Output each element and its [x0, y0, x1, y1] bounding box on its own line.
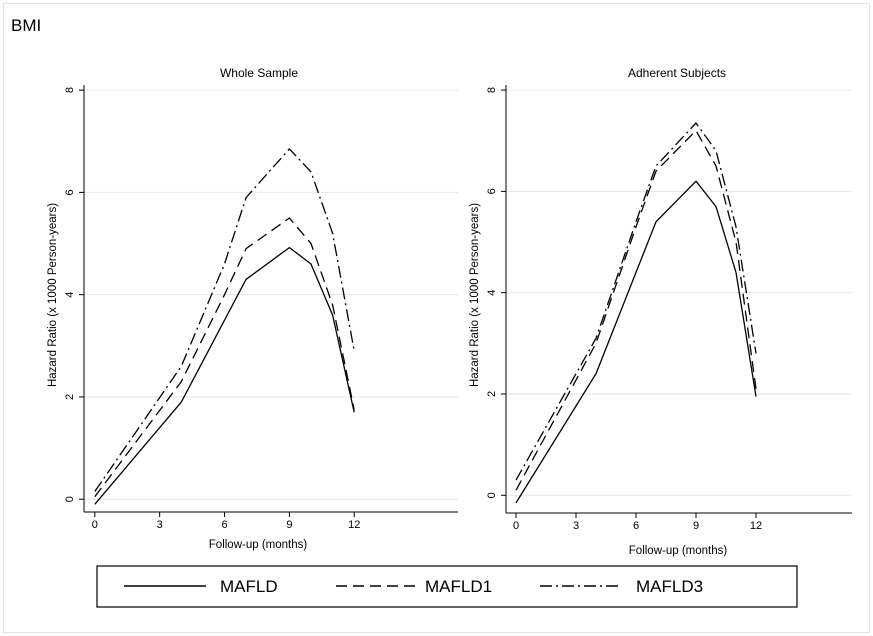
- x-tick-label: 6: [221, 519, 227, 531]
- x-tick-label: 3: [157, 519, 163, 531]
- axes: [505, 85, 852, 514]
- panel-title: Adherent Subjects: [628, 66, 726, 80]
- x-tick-label: 0: [513, 520, 519, 532]
- panel-adherent-subjects: Adherent Subjects 0 2 4 6 8 0 3 6 9 12 Follow-up …: [469, 66, 852, 557]
- y-tick-label: 2: [486, 391, 498, 397]
- legend: MAFLD MAFLD1 MAFLD3: [96, 565, 798, 608]
- x-tick-label: 3: [573, 520, 579, 532]
- legend-label-mafld: MAFLD: [220, 577, 278, 596]
- legend-box: [96, 565, 798, 608]
- panel-title: Whole Sample: [220, 66, 298, 80]
- series-line-mafld1: [515, 129, 757, 491]
- y-tick-label: 4: [486, 290, 498, 296]
- x-axis-label: Follow-up (months): [629, 545, 728, 557]
- axes: [83, 85, 458, 513]
- panel-whole-sample: Whole Sample 0 2 4 6 8 0 3 6 9 12 Follow-up (mont…: [47, 66, 458, 551]
- series-lines: [515, 122, 757, 504]
- ticks: 0 2 4 6 8 0 3 6 9 12: [486, 87, 762, 532]
- y-tick-label: 2: [64, 394, 76, 400]
- y-axis-label: Hazard Ratio (x 1000 Person-years): [47, 203, 59, 387]
- x-tick-label: 12: [750, 520, 762, 532]
- y-tick-label: 6: [486, 188, 498, 194]
- series-line-mafld1: [94, 217, 355, 498]
- y-gridlines: [84, 89, 458, 500]
- series-line-mafld3: [515, 122, 757, 481]
- x-tick-label: 0: [92, 519, 98, 531]
- y-tick-label: 4: [64, 292, 76, 298]
- figure-frame: [3, 3, 870, 633]
- legend-label-mafld1: MAFLD1: [425, 577, 492, 596]
- figure-title: BMI: [11, 16, 41, 35]
- y-axis-label: Hazard Ratio (x 1000 Person-years): [469, 203, 481, 387]
- y-gridlines: [506, 89, 852, 496]
- x-tick-label: 12: [348, 519, 360, 531]
- y-tick-label: 0: [486, 492, 498, 498]
- series-lines: [94, 148, 355, 505]
- series-line-mafld: [94, 246, 355, 505]
- legend-label-mafld3: MAFLD3: [636, 577, 703, 596]
- ticks: 0 2 4 6 8 0 3 6 9 12: [64, 87, 360, 531]
- x-tick-label: 9: [693, 520, 699, 532]
- y-tick-label: 8: [486, 87, 498, 93]
- x-tick-label: 9: [286, 519, 292, 531]
- y-tick-label: 8: [64, 87, 76, 93]
- series-line-mafld3: [94, 148, 355, 492]
- x-axis-label: Follow-up (months): [209, 539, 308, 551]
- x-tick-label: 6: [633, 520, 639, 532]
- series-line-mafld: [515, 180, 757, 504]
- y-tick-label: 6: [64, 189, 76, 195]
- y-tick-label: 0: [64, 496, 76, 502]
